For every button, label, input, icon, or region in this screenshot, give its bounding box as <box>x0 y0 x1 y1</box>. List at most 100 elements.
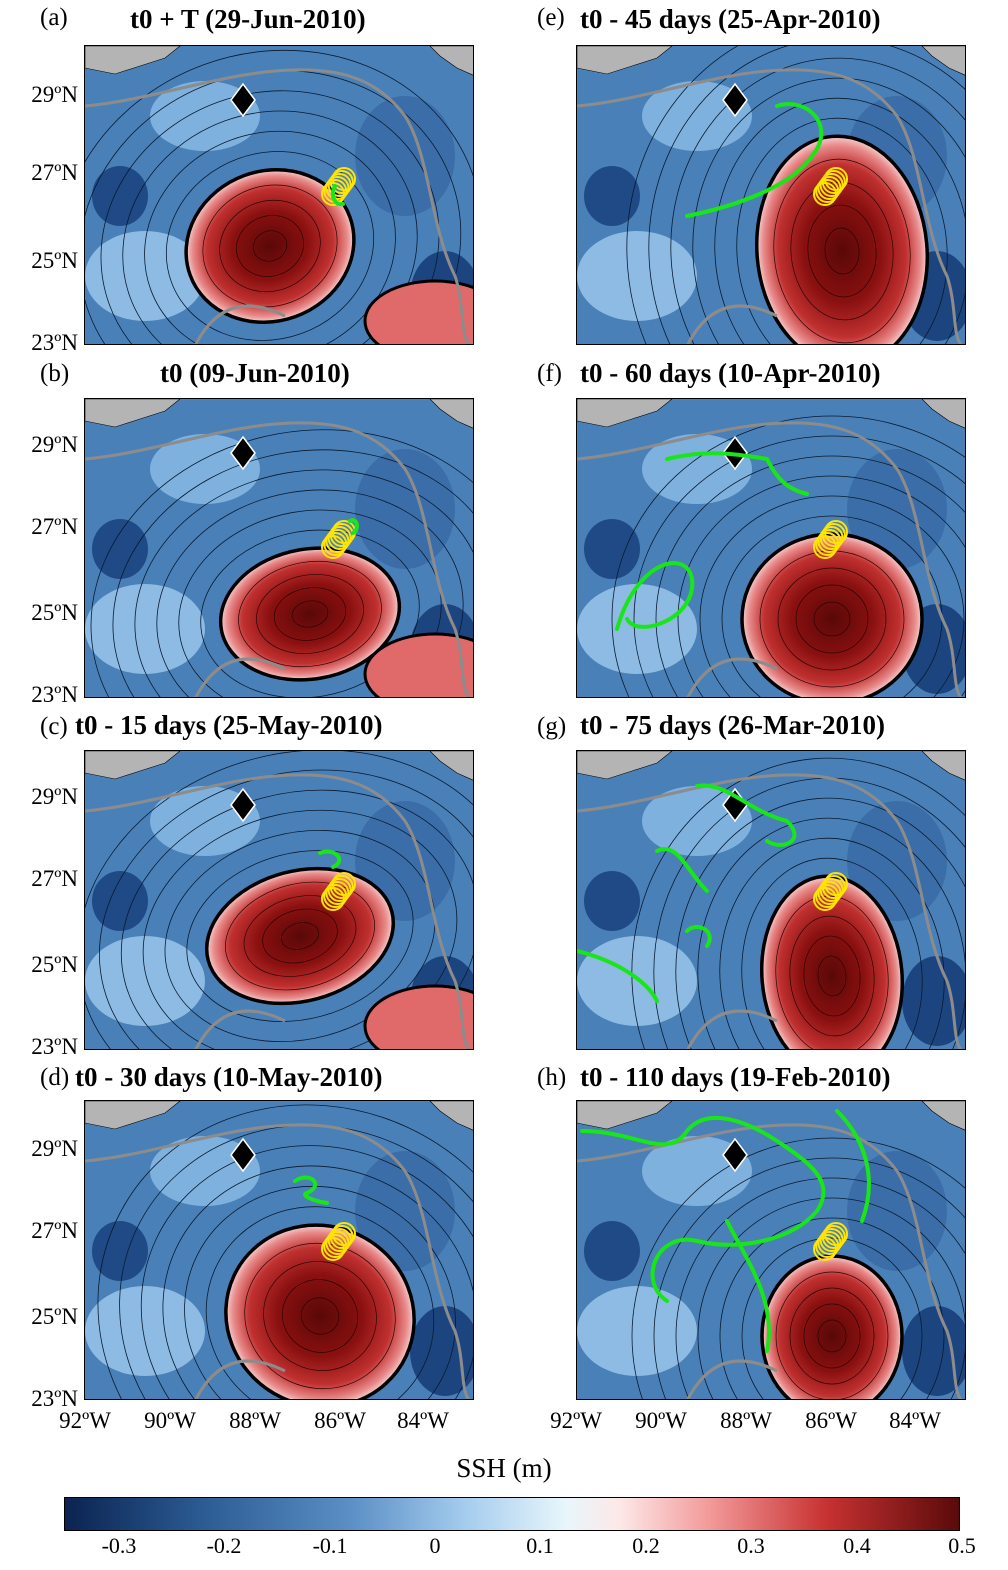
yellow-drifter-loop <box>323 1234 348 1258</box>
yellow-drifter-loop <box>824 520 848 544</box>
yellow-drifter-loop <box>325 176 350 200</box>
ssh-contour-line <box>719 837 945 1049</box>
panel-e-letter: (e) <box>537 4 565 31</box>
panel-c-letter: (c) <box>40 713 68 740</box>
yellow-drifter-loop <box>817 1231 842 1255</box>
ssh-contour-line <box>736 117 948 344</box>
isobath-500m <box>85 68 471 344</box>
panel-f-letter: (f) <box>537 360 562 387</box>
green-particle-track <box>685 102 824 218</box>
lat-tick-25n-b: 25ºN <box>31 600 78 625</box>
lat-tick-23n-a: 23ºN <box>31 330 78 355</box>
ssh-map-b-svg <box>85 399 473 697</box>
panel-f-title: t0 - 60 days (10-Apr-2010) <box>580 358 881 388</box>
panel-h-letter: (h) <box>537 1064 567 1091</box>
loop-current-eddy <box>225 1225 415 1399</box>
diamond-marker <box>722 1137 748 1173</box>
isobath-100m <box>686 1009 778 1049</box>
isobath-100m <box>194 1359 286 1399</box>
light-ssh-patch <box>85 936 205 1026</box>
land-coast-left <box>85 46 181 75</box>
colorbar-tick-neg02: -0.2 <box>206 1533 242 1558</box>
eddy-inner-contour <box>817 955 847 997</box>
eddy-inner-contour <box>789 915 875 1037</box>
panel-g-title: t0 - 75 days (26-Mar-2010) <box>580 710 885 740</box>
land-coast-right <box>921 1101 965 1131</box>
yellow-drifter-loop <box>332 1222 356 1246</box>
ssh-contour-line <box>631 757 965 1049</box>
ssh-contour-line <box>122 110 418 344</box>
land-coast-left <box>85 1101 181 1130</box>
isobath-500m <box>85 773 471 1049</box>
land-coast-left <box>85 751 181 780</box>
yellow-drifter-loop <box>821 523 846 547</box>
eddy-inner-contour <box>280 922 320 950</box>
yellow-drifter-loop <box>824 1222 848 1246</box>
ssh-contour-line <box>670 57 965 344</box>
ssh-contour-line <box>140 1145 473 1399</box>
yellow-drifter-loop <box>815 532 840 556</box>
lat-tick-29n-a: 29ºN <box>31 82 78 107</box>
eddy-inner-contour <box>803 1303 861 1369</box>
land-coast-right <box>921 751 965 781</box>
yellow-drifter-loop <box>815 1234 840 1258</box>
eddy-inner-contour <box>243 895 357 977</box>
yellow-drifter-loop <box>819 173 844 197</box>
panel-c-title: t0 - 15 days (25-May-2010) <box>75 710 383 740</box>
colorbar-tick-01: 0.1 <box>526 1533 554 1558</box>
loop-current-eddy <box>742 534 922 697</box>
ssh-map-panel-g <box>576 750 966 1050</box>
ssh-contour-line <box>653 1157 965 1399</box>
ssh-map-f-svg <box>577 399 965 697</box>
ssh-contour-line <box>142 809 458 1049</box>
lat-tick-29n-b: 29ºN <box>31 432 78 457</box>
eddy-inner-contour <box>256 574 364 654</box>
green-particle-track <box>293 1175 329 1205</box>
yellow-drifter-loop <box>325 1231 350 1255</box>
loop-current-eddy <box>220 548 400 680</box>
ssh-contour-line <box>85 49 473 344</box>
yellow-drifter-loop <box>819 1228 844 1252</box>
secondary-warm-feature <box>363 984 473 1049</box>
ssh-contour-line <box>205 1206 435 1399</box>
panel-a-title: t0 + T (29-Jun-2010) <box>130 4 366 34</box>
eddy-boundary-contour <box>218 546 402 682</box>
panel-d-title: t0 - 30 days (10-May-2010) <box>75 1062 383 1092</box>
yellow-drifter-loop <box>824 167 848 191</box>
eddy-inner-contour <box>225 881 375 991</box>
ssh-map-panel-e <box>576 45 966 345</box>
land-coast-left <box>577 46 673 75</box>
land-coast-right <box>429 1101 473 1131</box>
eddy-inner-contour <box>291 600 329 628</box>
yellow-drifter-loop <box>327 526 352 550</box>
green-particle-track <box>580 1109 871 1353</box>
colorbar-tick-neg03: -0.3 <box>101 1533 137 1558</box>
isobath-100m <box>686 304 778 344</box>
eddy-inner-contour <box>219 199 321 293</box>
land-coast-right <box>429 751 473 781</box>
negative-ssh-cell <box>92 871 148 931</box>
isobath-100m <box>686 657 778 697</box>
isobath-500m <box>577 1123 963 1399</box>
panel-b-title: t0 (09-Jun-2010) <box>160 358 350 388</box>
light-ssh-patch <box>85 584 205 674</box>
ssh-contour-line <box>120 789 473 1049</box>
yellow-drifter-loop <box>325 529 350 553</box>
eddy-inner-contour <box>263 1261 377 1371</box>
lon-tick-88w-left: 88ºW <box>229 1408 281 1433</box>
eddy-inner-contour <box>824 227 860 275</box>
ssh-contour-line <box>134 469 473 697</box>
ssh-contour-line <box>692 77 965 344</box>
lat-tick-23n-c: 23ºN <box>31 1034 78 1059</box>
loop-current-eddy <box>756 136 928 344</box>
ssh-contour-line <box>119 1124 473 1399</box>
lon-tick-88w-right: 88ºW <box>720 1408 772 1433</box>
isobath-100m <box>194 1009 286 1049</box>
green-particle-track <box>318 849 341 869</box>
lon-tick-86w-right: 86ºW <box>805 1408 857 1433</box>
light-ssh-patch <box>577 231 697 321</box>
ssh-contour-line <box>85 70 462 344</box>
diamond-marker <box>722 82 748 118</box>
ssh-contour-line <box>697 1197 965 1399</box>
ssh-map-panel-f <box>576 398 966 698</box>
